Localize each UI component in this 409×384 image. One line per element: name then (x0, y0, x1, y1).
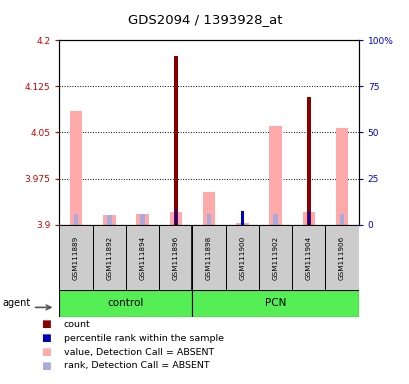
Bar (136, 214, 148, 225)
Bar (258, 225, 292, 290)
Bar (325, 225, 358, 290)
Bar (169, 212, 182, 225)
Text: GDS2094 / 1393928_at: GDS2094 / 1393928_at (128, 13, 281, 26)
Bar (236, 223, 248, 225)
Bar (174, 56, 177, 225)
Bar (140, 214, 144, 225)
Bar (302, 212, 315, 225)
Bar (126, 225, 159, 290)
Text: GSM111900: GSM111900 (239, 235, 245, 280)
Text: GSM111889: GSM111889 (73, 235, 79, 280)
Bar (335, 127, 348, 225)
Bar (269, 126, 281, 225)
Bar (107, 215, 111, 225)
Bar (273, 214, 277, 225)
Bar (292, 225, 325, 290)
Bar (307, 210, 309, 225)
Bar (239, 223, 244, 225)
Text: rank, Detection Call = ABSENT: rank, Detection Call = ABSENT (63, 361, 209, 371)
Bar (202, 192, 215, 225)
Bar (159, 225, 192, 290)
Text: GSM111894: GSM111894 (139, 235, 145, 280)
Bar (59, 290, 192, 317)
Bar (240, 211, 243, 225)
Text: GSM111906: GSM111906 (338, 235, 344, 280)
Text: control: control (108, 298, 144, 308)
Text: ■: ■ (41, 361, 51, 371)
Bar (92, 225, 126, 290)
Text: ■: ■ (41, 319, 51, 329)
Text: ■: ■ (41, 347, 51, 357)
Text: GSM111902: GSM111902 (272, 235, 278, 280)
Bar (225, 225, 258, 290)
Bar (206, 214, 211, 225)
Bar (306, 97, 310, 225)
Text: count: count (63, 320, 90, 329)
Text: GSM111896: GSM111896 (173, 235, 178, 280)
Bar (59, 225, 92, 290)
Text: GSM111898: GSM111898 (206, 235, 211, 280)
Text: GSM111904: GSM111904 (305, 235, 311, 280)
Text: PCN: PCN (264, 298, 285, 308)
Bar (339, 214, 344, 225)
Bar (103, 215, 115, 225)
Bar (70, 111, 82, 225)
Bar (174, 210, 177, 225)
Bar (173, 212, 178, 225)
Text: percentile rank within the sample: percentile rank within the sample (63, 334, 223, 343)
Bar (306, 215, 310, 225)
Text: ■: ■ (41, 333, 51, 343)
Bar (192, 225, 225, 290)
Text: value, Detection Call = ABSENT: value, Detection Call = ABSENT (63, 348, 213, 357)
Text: agent: agent (2, 298, 30, 308)
Text: GSM111892: GSM111892 (106, 235, 112, 280)
Bar (192, 290, 358, 317)
Bar (74, 214, 78, 225)
